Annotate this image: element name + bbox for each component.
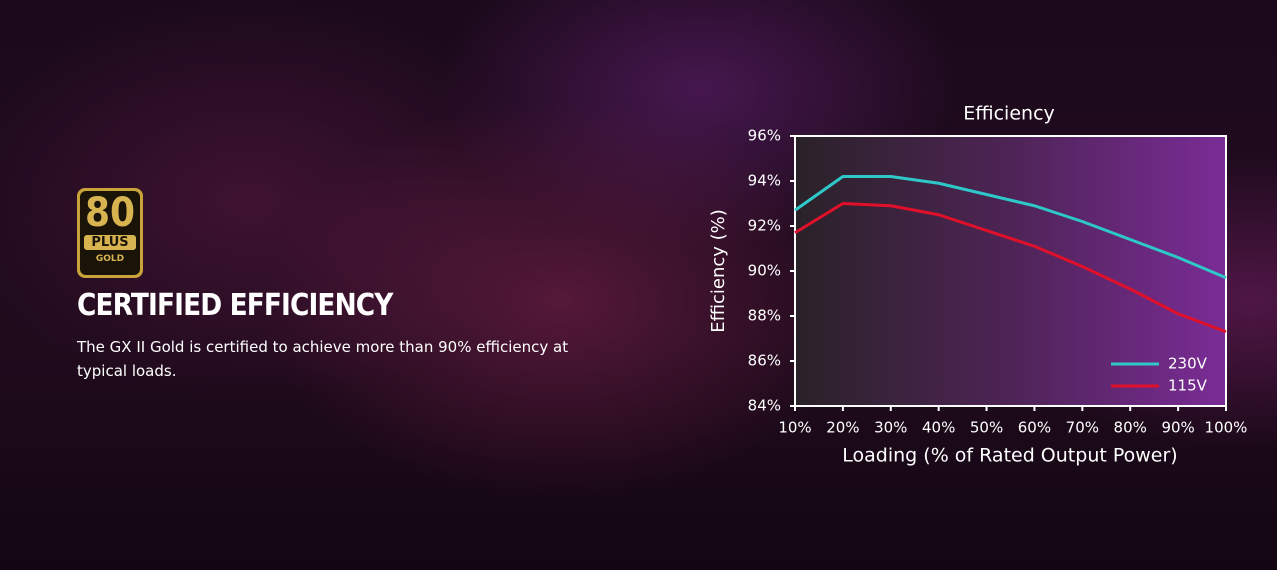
feature-block: 80 PLUS GOLD CERTIFIED EFFICIENCY The GX… — [77, 188, 637, 383]
y-tick-label: 86% — [748, 352, 781, 370]
series-line — [794, 175, 1227, 280]
x-tick-label: 90% — [1161, 419, 1194, 437]
x-tick-label: 50% — [970, 419, 1003, 437]
badge: 80 PLUS GOLD — [77, 188, 143, 278]
x-tick-label: 30% — [874, 419, 907, 437]
y-tick-label: 92% — [748, 217, 781, 235]
badge-inner: 80 PLUS GOLD — [80, 191, 140, 275]
badge-brand: PLUS — [84, 235, 136, 250]
y-tick-label: 96% — [748, 127, 781, 145]
x-tick-label: 80% — [1114, 419, 1147, 437]
y-axis-label: Efficiency (%) — [708, 209, 729, 333]
x-tick-label: 40% — [922, 419, 955, 437]
chart-title: Efficiency — [963, 103, 1055, 125]
x-tick-label: 100% — [1205, 419, 1248, 437]
description: The GX II Gold is certified to achieve m… — [77, 338, 569, 380]
x-axis-label: Loading (% of Rated Output Power) — [842, 445, 1177, 467]
series-line — [794, 202, 1227, 334]
badge-number: 80 — [84, 190, 136, 236]
y-tick-label: 94% — [748, 172, 781, 190]
plot-area — [794, 135, 1227, 407]
legend-label: 230V — [1168, 355, 1208, 373]
y-tick-label: 90% — [748, 262, 781, 280]
x-tick-label: 60% — [1018, 419, 1051, 437]
x-tick-label: 10% — [778, 419, 811, 437]
legend-label: 115V — [1168, 377, 1208, 395]
heading: CERTIFIED EFFICIENCY — [77, 288, 393, 323]
x-tick-label: 20% — [826, 419, 859, 437]
badge-level: GOLD — [95, 254, 125, 264]
y-tick-label: 84% — [748, 397, 781, 415]
y-tick-label: 88% — [748, 307, 781, 325]
x-tick-label: 70% — [1066, 419, 1099, 437]
